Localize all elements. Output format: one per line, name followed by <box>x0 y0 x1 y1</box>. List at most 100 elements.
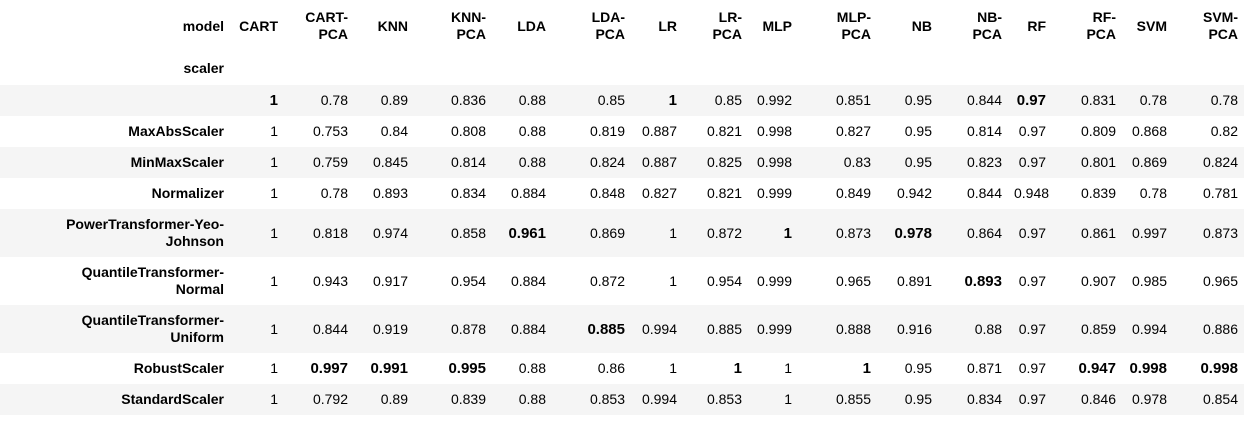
table-cell: 0.95 <box>904 154 932 170</box>
table-cell: 0.954 <box>706 272 742 289</box>
row-label: Normalizer <box>0 178 230 209</box>
table-cell: 0.999 <box>756 272 792 289</box>
table-cell: 0.994 <box>1131 320 1167 337</box>
table-cell: 0.97 <box>1018 272 1046 289</box>
label-line: MLP- <box>836 9 871 25</box>
table-cell: 0.834 <box>450 185 486 201</box>
table-cell: 1 <box>669 272 677 289</box>
header-spacer <box>230 52 284 85</box>
column-header: MLP- PCA <box>798 0 877 52</box>
row-label: QuantileTransformer- Uniform <box>0 305 230 353</box>
table-cell: 0.893 <box>964 272 1002 290</box>
table-cell: 0.781 <box>1202 185 1238 201</box>
table-cell: 0.992 <box>756 92 792 108</box>
table-cell: 0.917 <box>372 272 408 289</box>
label-line: QuantileTransformer- <box>81 264 224 280</box>
header-spacer <box>683 52 748 85</box>
label-line: KNN <box>377 17 408 34</box>
table-cell: 0.839 <box>1080 185 1116 201</box>
table-cell: 0.947 <box>1078 360 1116 377</box>
header-spacer <box>798 52 877 85</box>
table-cell: 0.848 <box>589 185 625 201</box>
table-cell: 0.873 <box>835 224 871 241</box>
label-line: Normalizer <box>151 185 224 201</box>
table-cell: 1 <box>669 360 677 376</box>
column-header: SVM <box>1122 0 1173 52</box>
column-header: LR- PCA <box>683 0 748 52</box>
table-cell: 0.827 <box>641 185 677 201</box>
table-cell: 0.824 <box>1202 154 1238 170</box>
table-cell: 0.827 <box>835 123 871 139</box>
label-line: NB- <box>977 9 1002 25</box>
column-header: RF- PCA <box>1052 0 1122 52</box>
table-cell: 0.954 <box>450 272 486 289</box>
label-line: KNN- <box>451 9 486 25</box>
column-header: LDA- PCA <box>552 0 631 52</box>
table-cell: 0.855 <box>835 391 871 407</box>
table-cell: 1 <box>862 360 871 377</box>
header-spacer <box>492 52 552 85</box>
table-cell: 1 <box>270 154 278 170</box>
table-cell: 0.97 <box>1018 360 1046 376</box>
table-header: model CART CART- PCA KNN KNN- PCA LDA LDA- PCA LR… <box>0 0 1244 85</box>
table-cell: 0.868 <box>1131 123 1167 139</box>
table-cell: 0.825 <box>706 154 742 170</box>
table-cell: 0.95 <box>904 360 932 376</box>
label-line: LR <box>658 17 677 34</box>
table-cell: 0.844 <box>966 185 1002 201</box>
table-row: 1 0.78 0.89 0.836 0.88 0.85 1 0.85 0.992 0.851 0.9… <box>0 85 1244 116</box>
table-cell: 0.891 <box>896 272 932 289</box>
table-cell: 0.823 <box>966 154 1002 170</box>
label-line: RF <box>1027 17 1046 34</box>
table-row: PowerTransformer-Yeo- Johnson 1 0.818 0.974 0… <box>0 209 1244 257</box>
row-label: RobustScaler <box>0 353 230 384</box>
table-cell: 1 <box>270 360 278 376</box>
table-row: Normalizer 1 0.78 0.893 0.834 0.884 0.848 0.827… <box>0 178 1244 209</box>
table-cell: 0.849 <box>835 185 871 201</box>
table-cell: 0.978 <box>1131 391 1167 407</box>
column-header: NB <box>877 0 938 52</box>
table-cell: 0.97 <box>1018 391 1046 407</box>
table-cell: 1 <box>269 92 278 109</box>
table-cell: 0.97 <box>1018 224 1046 241</box>
table-cell: 0.97 <box>1018 320 1046 337</box>
table-cell: 0.965 <box>1202 272 1238 289</box>
column-header: MLP <box>748 0 798 52</box>
label-line: Johnson <box>165 233 224 249</box>
table-cell: 1 <box>733 360 742 377</box>
table-cell: 0.839 <box>450 391 486 407</box>
table-cell: 0.859 <box>1080 320 1116 337</box>
row-label: StandardScaler <box>0 384 230 415</box>
table-cell: 0.853 <box>589 391 625 407</box>
row-label: MinMaxScaler <box>0 147 230 178</box>
table-cell: 0.878 <box>450 320 486 337</box>
table-cell: 0.869 <box>1131 154 1167 170</box>
table-cell: 0.919 <box>372 320 408 337</box>
table-row: MinMaxScaler 1 0.759 0.845 0.814 0.88 0.824 0.8… <box>0 147 1244 178</box>
table-body: 1 0.78 0.89 0.836 0.88 0.85 1 0.85 0.992 0.851 0.9… <box>0 85 1244 415</box>
table-cell: 0.942 <box>896 185 932 201</box>
label-line: StandardScaler <box>121 391 224 407</box>
label-line: LDA <box>517 17 546 34</box>
table-cell: 0.808 <box>450 123 486 139</box>
table-cell: 0.869 <box>589 224 625 241</box>
table-cell: 0.998 <box>1129 360 1167 377</box>
label-line: Uniform <box>170 329 224 345</box>
table-cell: 0.814 <box>966 123 1002 139</box>
table-cell: 0.997 <box>1131 224 1167 241</box>
header-spacer <box>284 52 354 85</box>
table-cell: 1 <box>270 320 278 337</box>
table-cell: 0.88 <box>974 320 1002 337</box>
table-cell: 0.85 <box>714 92 742 108</box>
columns-index-name: model <box>182 17 224 34</box>
table-cell: 0.999 <box>756 320 792 337</box>
table-cell: 0.97 <box>1016 92 1046 109</box>
table-cell: 1 <box>783 224 792 242</box>
table-cell: 0.999 <box>756 185 792 201</box>
table-cell: 1 <box>668 92 677 109</box>
table-cell: 0.814 <box>450 154 486 170</box>
table-cell: 0.836 <box>450 92 486 108</box>
table-cell: 0.888 <box>835 320 871 337</box>
table-row: MaxAbsScaler 1 0.753 0.84 0.808 0.88 0.819 0.88… <box>0 116 1244 147</box>
table-cell: 0.893 <box>372 185 408 201</box>
